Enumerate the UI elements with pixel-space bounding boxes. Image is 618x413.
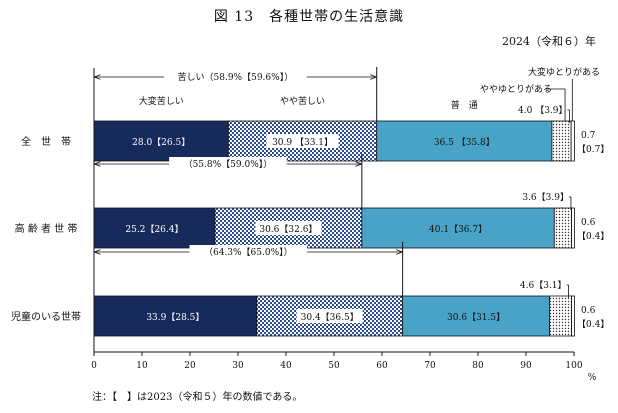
x-tick-label: 10 bbox=[136, 361, 148, 371]
labels: 全 世 帯 28.0【26.5】 30.9 【33.1】 36.5 【35.8】 4.0… bbox=[11, 66, 609, 330]
hardship-label-bg bbox=[169, 157, 287, 170]
bar-segment bbox=[93, 120, 229, 162]
hardship-label: （55.8%【59.0%】） bbox=[184, 159, 273, 170]
chart-title: 図 13 各種世帯の生活意識 bbox=[213, 9, 405, 25]
segment-header-label: 大変苦しい bbox=[139, 95, 184, 107]
data-label: 30.6【31.5】 bbox=[447, 312, 505, 323]
hardship-label: （64.3%【65.0%】） bbox=[204, 247, 293, 258]
data-label: 30.4【36.5】 bbox=[301, 312, 359, 323]
data-label: 25.2【26.4】 bbox=[125, 224, 183, 235]
x-tick-label: 20 bbox=[184, 361, 196, 371]
data-label-small: 【0.4】 bbox=[577, 231, 609, 242]
data-label: 40.1【36.7】 bbox=[429, 224, 487, 235]
data-label-small: 4.6【3.1】 bbox=[520, 280, 567, 291]
bars bbox=[93, 120, 575, 337]
bar-segment bbox=[551, 120, 572, 162]
category-label: 全 世 帯 bbox=[21, 135, 71, 148]
category-label: 児童のいる世帯 bbox=[11, 310, 81, 323]
hardship-label-bg bbox=[163, 70, 307, 83]
bar-segment bbox=[402, 295, 550, 337]
data-label-bg bbox=[266, 134, 339, 148]
data-label-small: 0.6 bbox=[581, 306, 596, 316]
x-tick-label: 80 bbox=[472, 361, 484, 371]
data-label-bg bbox=[255, 221, 322, 235]
data-label-small: 4.0 【3.9】 bbox=[518, 105, 568, 116]
data-label-small: 【0.4】 bbox=[577, 319, 609, 330]
hardship-label-bg bbox=[189, 245, 308, 258]
bar-segment bbox=[571, 207, 575, 249]
chart-note: 注：【 】は2023（令和５）年の数値である。 bbox=[92, 392, 303, 403]
bar-segment bbox=[361, 207, 555, 249]
x-tick-label: 90 bbox=[520, 361, 532, 371]
data-label-small: 3.6【3.9】 bbox=[522, 192, 569, 203]
data-label: 28.0【26.5】 bbox=[132, 137, 190, 148]
x-tick-label: 60 bbox=[376, 361, 388, 371]
hardship-label: 苦しい（58.9%【59.6%】） bbox=[178, 71, 294, 83]
bar-segment bbox=[570, 120, 575, 162]
segment-header-label: ややゆとりがある bbox=[480, 83, 552, 95]
data-label: 30.9 【33.1】 bbox=[272, 137, 333, 148]
data-label-small: 【0.7】 bbox=[577, 144, 609, 155]
bar-segment bbox=[549, 295, 573, 337]
bar-segment bbox=[93, 207, 216, 249]
bar-segment bbox=[93, 295, 258, 337]
data-label: 36.5 【35.8】 bbox=[434, 137, 495, 148]
x-tick-label: 70 bbox=[424, 361, 436, 371]
data-label: 30.6【32.6】 bbox=[259, 224, 317, 235]
x-axis-unit: % bbox=[588, 373, 597, 383]
category-label: 高 齢 者 世 帯 bbox=[15, 222, 78, 235]
bar-segment bbox=[553, 207, 573, 249]
x-tick-label: 0 bbox=[91, 361, 97, 371]
x-tick-label: 100 bbox=[565, 361, 582, 371]
data-label-small: 0.7 bbox=[581, 131, 596, 141]
x-tick-label: 40 bbox=[280, 361, 292, 371]
segment-header-label: 大変ゆとりがある bbox=[528, 66, 600, 78]
segment-header-label: やや苦しい bbox=[280, 95, 325, 107]
x-tick-label: 30 bbox=[232, 361, 244, 371]
chart-subtitle: 2024（令和６）年 bbox=[502, 35, 596, 48]
segment-header-label: 普 通 bbox=[451, 99, 478, 111]
data-label-small: 0.6 bbox=[581, 218, 596, 228]
data-label-bg bbox=[296, 309, 363, 323]
x-tick-label: 50 bbox=[328, 361, 340, 371]
bar-segment bbox=[376, 120, 553, 162]
bar-segment bbox=[571, 295, 575, 337]
data-label: 33.9【28.5】 bbox=[146, 312, 204, 323]
